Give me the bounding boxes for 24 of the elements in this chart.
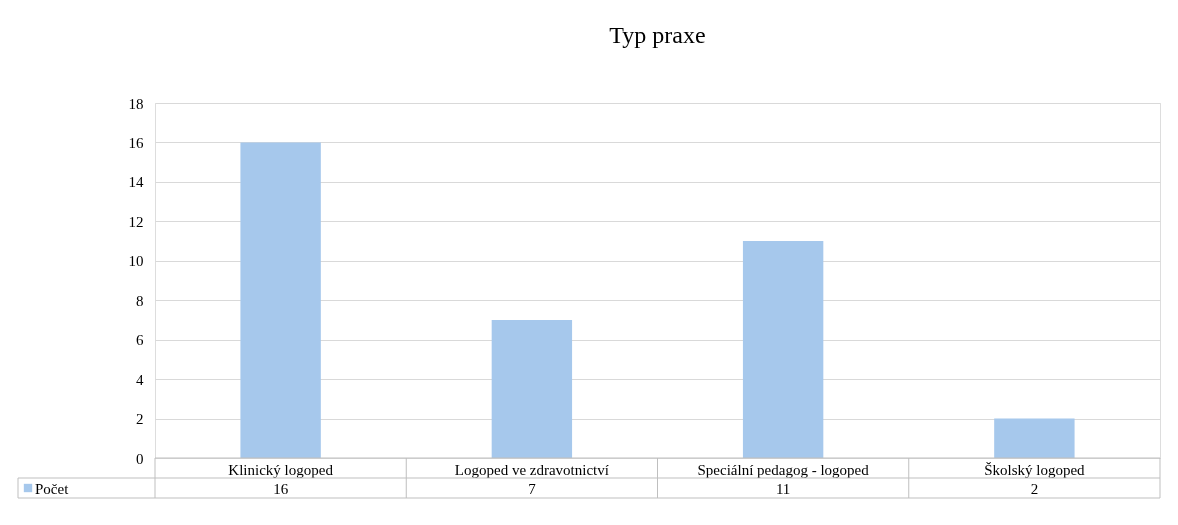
- data-label: 2: [1030, 481, 1039, 497]
- data-label: 11: [775, 481, 791, 497]
- data-label: 16: [273, 481, 289, 497]
- x-tick-label: Logoped ve zdravotnictví: [454, 461, 609, 478]
- y-tick-label: 18: [128, 95, 144, 112]
- y-tick-label: 16: [128, 134, 144, 151]
- y-tick-label: 4: [136, 371, 144, 388]
- x-tick-label: Klinický logoped: [228, 461, 334, 478]
- y-tick-label: 2: [136, 411, 144, 428]
- bar: [491, 319, 573, 458]
- data-label: 7: [528, 481, 537, 497]
- y-tick-label: 12: [128, 213, 144, 230]
- y-tick-label: 10: [128, 253, 144, 270]
- bar: [994, 418, 1075, 458]
- y-tick-label: 8: [136, 292, 144, 309]
- bar: [742, 241, 824, 458]
- y-tick-label: 0: [136, 450, 144, 467]
- bar: [240, 142, 321, 458]
- y-tick-label: 14: [128, 174, 144, 191]
- x-tick-label: Speciální pedagog - logoped: [697, 461, 870, 478]
- legend-label: Počet: [35, 481, 70, 497]
- x-tick-label: Školský logoped: [984, 461, 1086, 478]
- chart-title: Typ praxe: [609, 22, 706, 48]
- y-tick-label: 6: [136, 332, 144, 349]
